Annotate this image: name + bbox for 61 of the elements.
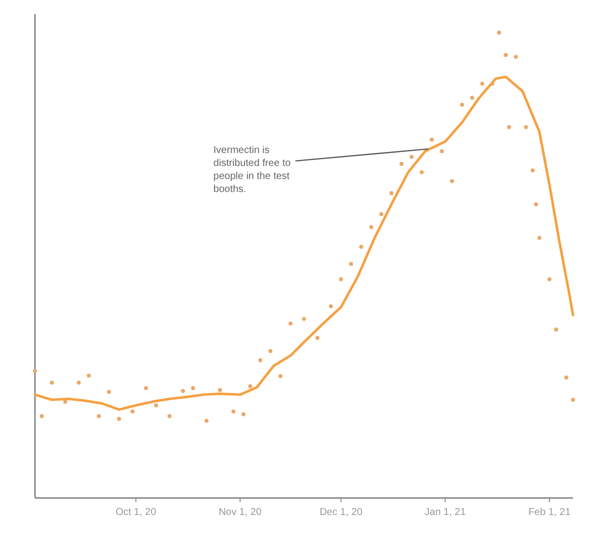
point [480, 82, 484, 86]
point [369, 225, 374, 230]
point [430, 138, 434, 142]
point [338, 277, 343, 282]
point [389, 191, 394, 196]
point [106, 390, 111, 394]
point [410, 154, 414, 159]
point [130, 409, 135, 414]
point [154, 403, 158, 408]
point [278, 374, 282, 378]
point [63, 400, 68, 404]
point [76, 380, 81, 385]
point [450, 179, 454, 184]
point [191, 386, 196, 390]
point [241, 412, 246, 416]
x-tick-label: Jan 1, 21 [424, 507, 466, 518]
point [440, 149, 444, 154]
point [33, 368, 37, 373]
point [514, 54, 518, 59]
point [144, 386, 148, 390]
point [204, 418, 208, 423]
point [258, 358, 262, 362]
point [349, 262, 354, 266]
point [315, 336, 320, 340]
point [168, 414, 172, 418]
annotation: Ivermectin is distributed free to people in the test booths. [213, 144, 292, 195]
point [231, 409, 236, 414]
point [530, 168, 535, 172]
point [268, 348, 272, 353]
x-tick-label: Nov 1, 20 [218, 507, 262, 518]
point [248, 384, 252, 388]
point [571, 398, 575, 402]
point [218, 388, 222, 392]
point [359, 244, 364, 249]
point [180, 388, 185, 393]
point [564, 375, 568, 380]
point [534, 202, 538, 206]
point [497, 30, 502, 35]
point [524, 125, 528, 130]
point [537, 236, 542, 240]
point [507, 125, 512, 130]
point [50, 380, 54, 385]
point [470, 96, 474, 100]
point [547, 277, 552, 282]
point [117, 416, 122, 421]
x-tick-label: Oct 1, 20 [116, 507, 157, 518]
point [490, 82, 494, 86]
x-tick-label: Feb 1, 21 [528, 507, 572, 518]
point [40, 414, 44, 418]
point [288, 321, 293, 326]
x-tick-label: Dec 1, 20 [320, 507, 363, 518]
point [328, 304, 333, 308]
point [420, 170, 424, 174]
point [554, 328, 558, 332]
point [302, 316, 306, 321]
point [400, 162, 404, 166]
point [504, 52, 508, 57]
point [460, 102, 464, 107]
point [379, 212, 384, 216]
point [96, 414, 101, 418]
point [86, 374, 91, 378]
